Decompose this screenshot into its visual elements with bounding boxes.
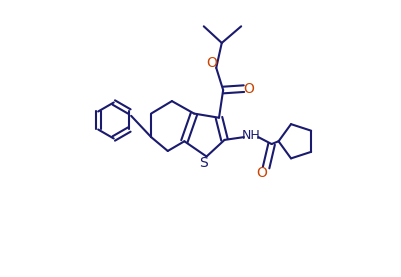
Text: NH: NH [241, 129, 259, 142]
Text: O: O [205, 56, 216, 70]
Text: O: O [256, 166, 267, 180]
Text: O: O [243, 82, 254, 96]
Text: S: S [199, 157, 208, 170]
